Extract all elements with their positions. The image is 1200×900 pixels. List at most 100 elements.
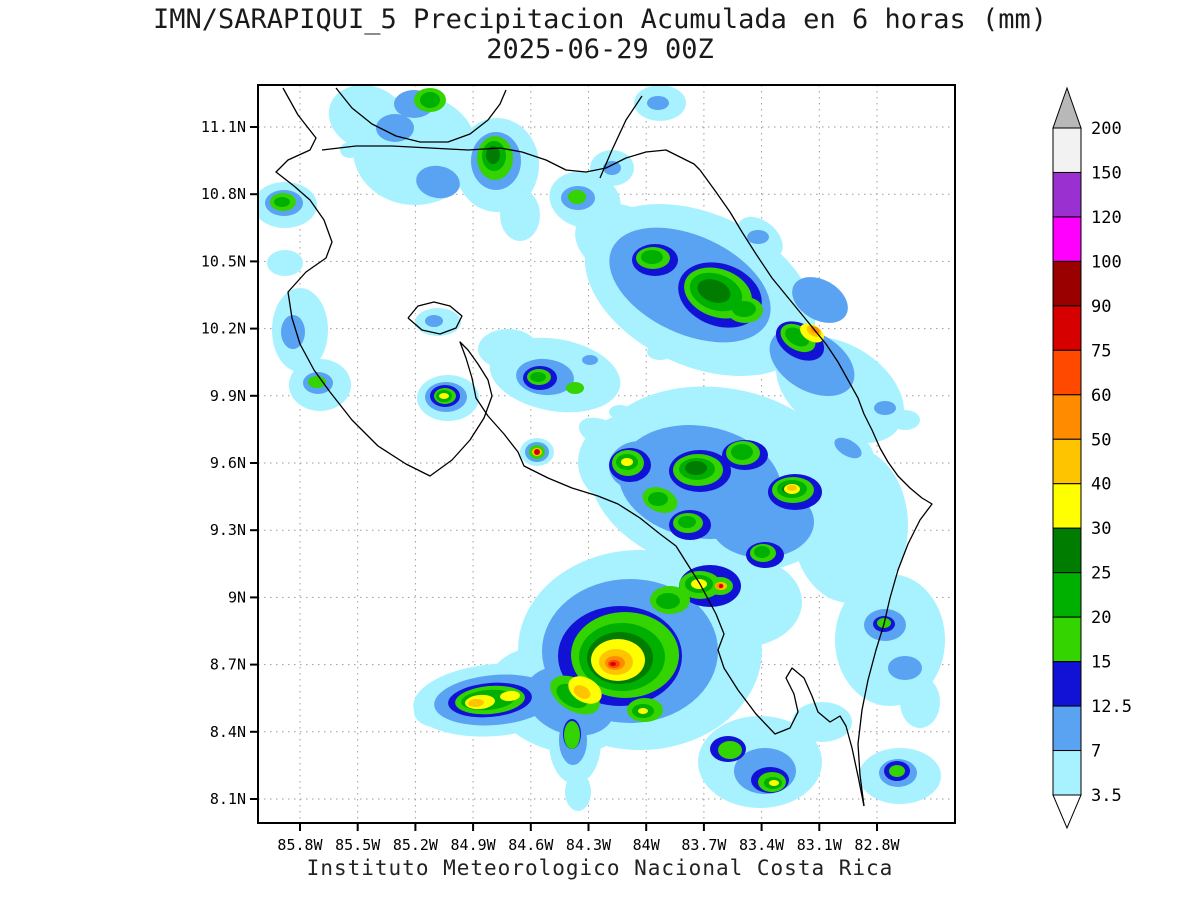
lat-tick-label: 9.6N xyxy=(210,454,246,472)
colorbar-tick-label: 100 xyxy=(1091,252,1122,272)
precip-cell xyxy=(609,405,631,419)
colorbar-segment xyxy=(1052,705,1082,752)
precip-cell xyxy=(648,492,668,506)
colorbar-segment xyxy=(1052,216,1082,262)
colorbar-segment xyxy=(1052,305,1082,351)
precip-cell xyxy=(420,92,440,108)
colorbar-segment xyxy=(1052,661,1082,707)
precip-cell xyxy=(530,372,546,382)
lat-tick-label: 8.7N xyxy=(210,656,246,674)
colorbar-tick-label: 75 xyxy=(1091,341,1111,361)
precip-cell xyxy=(888,656,922,680)
precip-cell xyxy=(834,437,862,459)
precip-cell xyxy=(416,165,460,199)
precip-cell xyxy=(719,584,723,588)
coastline-path xyxy=(321,145,701,173)
precip-cell xyxy=(340,142,360,158)
precip-cell xyxy=(267,250,303,276)
colorbar-tick-label: 20 xyxy=(1091,608,1111,628)
colorbar-tick-label: 50 xyxy=(1091,430,1111,450)
precip-cell xyxy=(582,355,598,365)
colorbar-tick-label: 7 xyxy=(1091,742,1101,762)
coastline-path xyxy=(335,87,507,143)
colorbar-tick-label: 200 xyxy=(1091,119,1122,139)
lat-tick-label: 9.3N xyxy=(210,521,246,539)
lat-tick-label: 8.4N xyxy=(210,723,246,741)
precip-cell xyxy=(425,315,443,327)
precip-cell xyxy=(900,676,940,728)
lat-tick-label: 11.1N xyxy=(201,118,246,136)
precip-cell xyxy=(478,329,538,369)
precip-cell xyxy=(565,773,591,811)
chart-title: IMN/SARAPIQUI_5 Precipitacion Acumulada … xyxy=(152,4,1048,35)
coastline-path xyxy=(599,95,643,179)
precip-cell xyxy=(834,562,886,598)
precip-cell xyxy=(566,382,584,394)
colorbar-tick-label: 25 xyxy=(1091,564,1111,584)
precip-cell xyxy=(274,197,290,207)
precip-cell xyxy=(792,277,848,323)
precip-cell xyxy=(500,189,540,241)
precip-cell xyxy=(792,447,908,603)
colorbar-tick-label: 120 xyxy=(1091,208,1122,228)
lon-tick-label: 85.8W xyxy=(277,836,323,854)
colorbar-tick-label: 150 xyxy=(1091,163,1122,183)
colorbar-segment xyxy=(1052,438,1082,485)
lat-tick-label: 10.2N xyxy=(201,320,246,338)
colorbar-segment xyxy=(1052,527,1082,574)
precip-cell xyxy=(573,685,591,699)
lat-tick-label: 8.1N xyxy=(210,790,246,808)
colorbar-bottom-arrow xyxy=(1052,794,1082,830)
coastline-path xyxy=(407,301,463,335)
colorbar: 200 150 120 100 90 75 60 50 40 30 25 20 15 12.5 7 3.5 xyxy=(1052,86,1132,830)
precip-cell xyxy=(308,376,326,388)
colorbar-tick-label: 15 xyxy=(1091,653,1111,673)
precip-cell xyxy=(685,461,707,475)
colorbar-segment xyxy=(1052,483,1082,529)
chart-subtitle-date: 2025-06-29 00Z xyxy=(486,34,714,65)
axis-labels: 11.1N 10.8N 10.5N 10.2N 9.9N 9.6N 9.3N 9N 8.7N 8.… xyxy=(201,118,901,854)
lon-tick-label: 83.7W xyxy=(681,836,727,854)
colorbar-segment xyxy=(1052,260,1082,307)
precip-cell xyxy=(792,702,852,742)
colorbar-tick-label: 60 xyxy=(1091,386,1111,406)
colorbar-segment xyxy=(1052,616,1082,663)
precip-cell xyxy=(568,190,586,204)
colorbar-segment xyxy=(1052,750,1082,796)
precip-cell xyxy=(731,444,753,460)
colorbar-segment xyxy=(1052,394,1082,440)
precip-cell xyxy=(647,344,673,360)
colorbar-tick-label: 12.5 xyxy=(1091,697,1132,717)
colorbar-tick-label: 30 xyxy=(1091,519,1111,539)
lon-tick-label: 84.9W xyxy=(451,836,497,854)
axis-ticks xyxy=(250,126,878,831)
precip-cell xyxy=(564,721,580,749)
precip-cell xyxy=(691,579,707,589)
lon-tick-label: 84.3W xyxy=(566,836,612,854)
plot-border xyxy=(257,84,956,824)
precip-cell xyxy=(656,593,680,609)
lat-tick-label: 9N xyxy=(228,588,246,606)
lat-tick-label: 10.8N xyxy=(201,185,246,203)
lon-tick-label: 84W xyxy=(633,836,661,854)
precip-cell xyxy=(621,458,633,466)
colorbar-tick-label: 90 xyxy=(1091,297,1111,317)
colorbar-tick-label: 40 xyxy=(1091,475,1111,495)
colorbar-segment xyxy=(1052,127,1082,173)
lon-tick-label: 85.2W xyxy=(393,836,439,854)
lon-tick-label: 82.8W xyxy=(854,836,900,854)
precip-cell xyxy=(718,741,742,759)
precip-cell xyxy=(754,546,770,558)
lon-tick-label: 84.6W xyxy=(508,836,554,854)
precip-cell xyxy=(578,417,622,447)
lon-tick-label: 83.4W xyxy=(739,836,785,854)
precip-cell xyxy=(376,114,414,142)
lon-tick-label: 85.5W xyxy=(335,836,381,854)
precip-field xyxy=(258,85,945,811)
colorbar-segment xyxy=(1052,171,1082,218)
precip-cell xyxy=(889,765,905,777)
precip-cell xyxy=(439,393,449,399)
colorbar-tick-label: 3.5 xyxy=(1091,786,1122,806)
